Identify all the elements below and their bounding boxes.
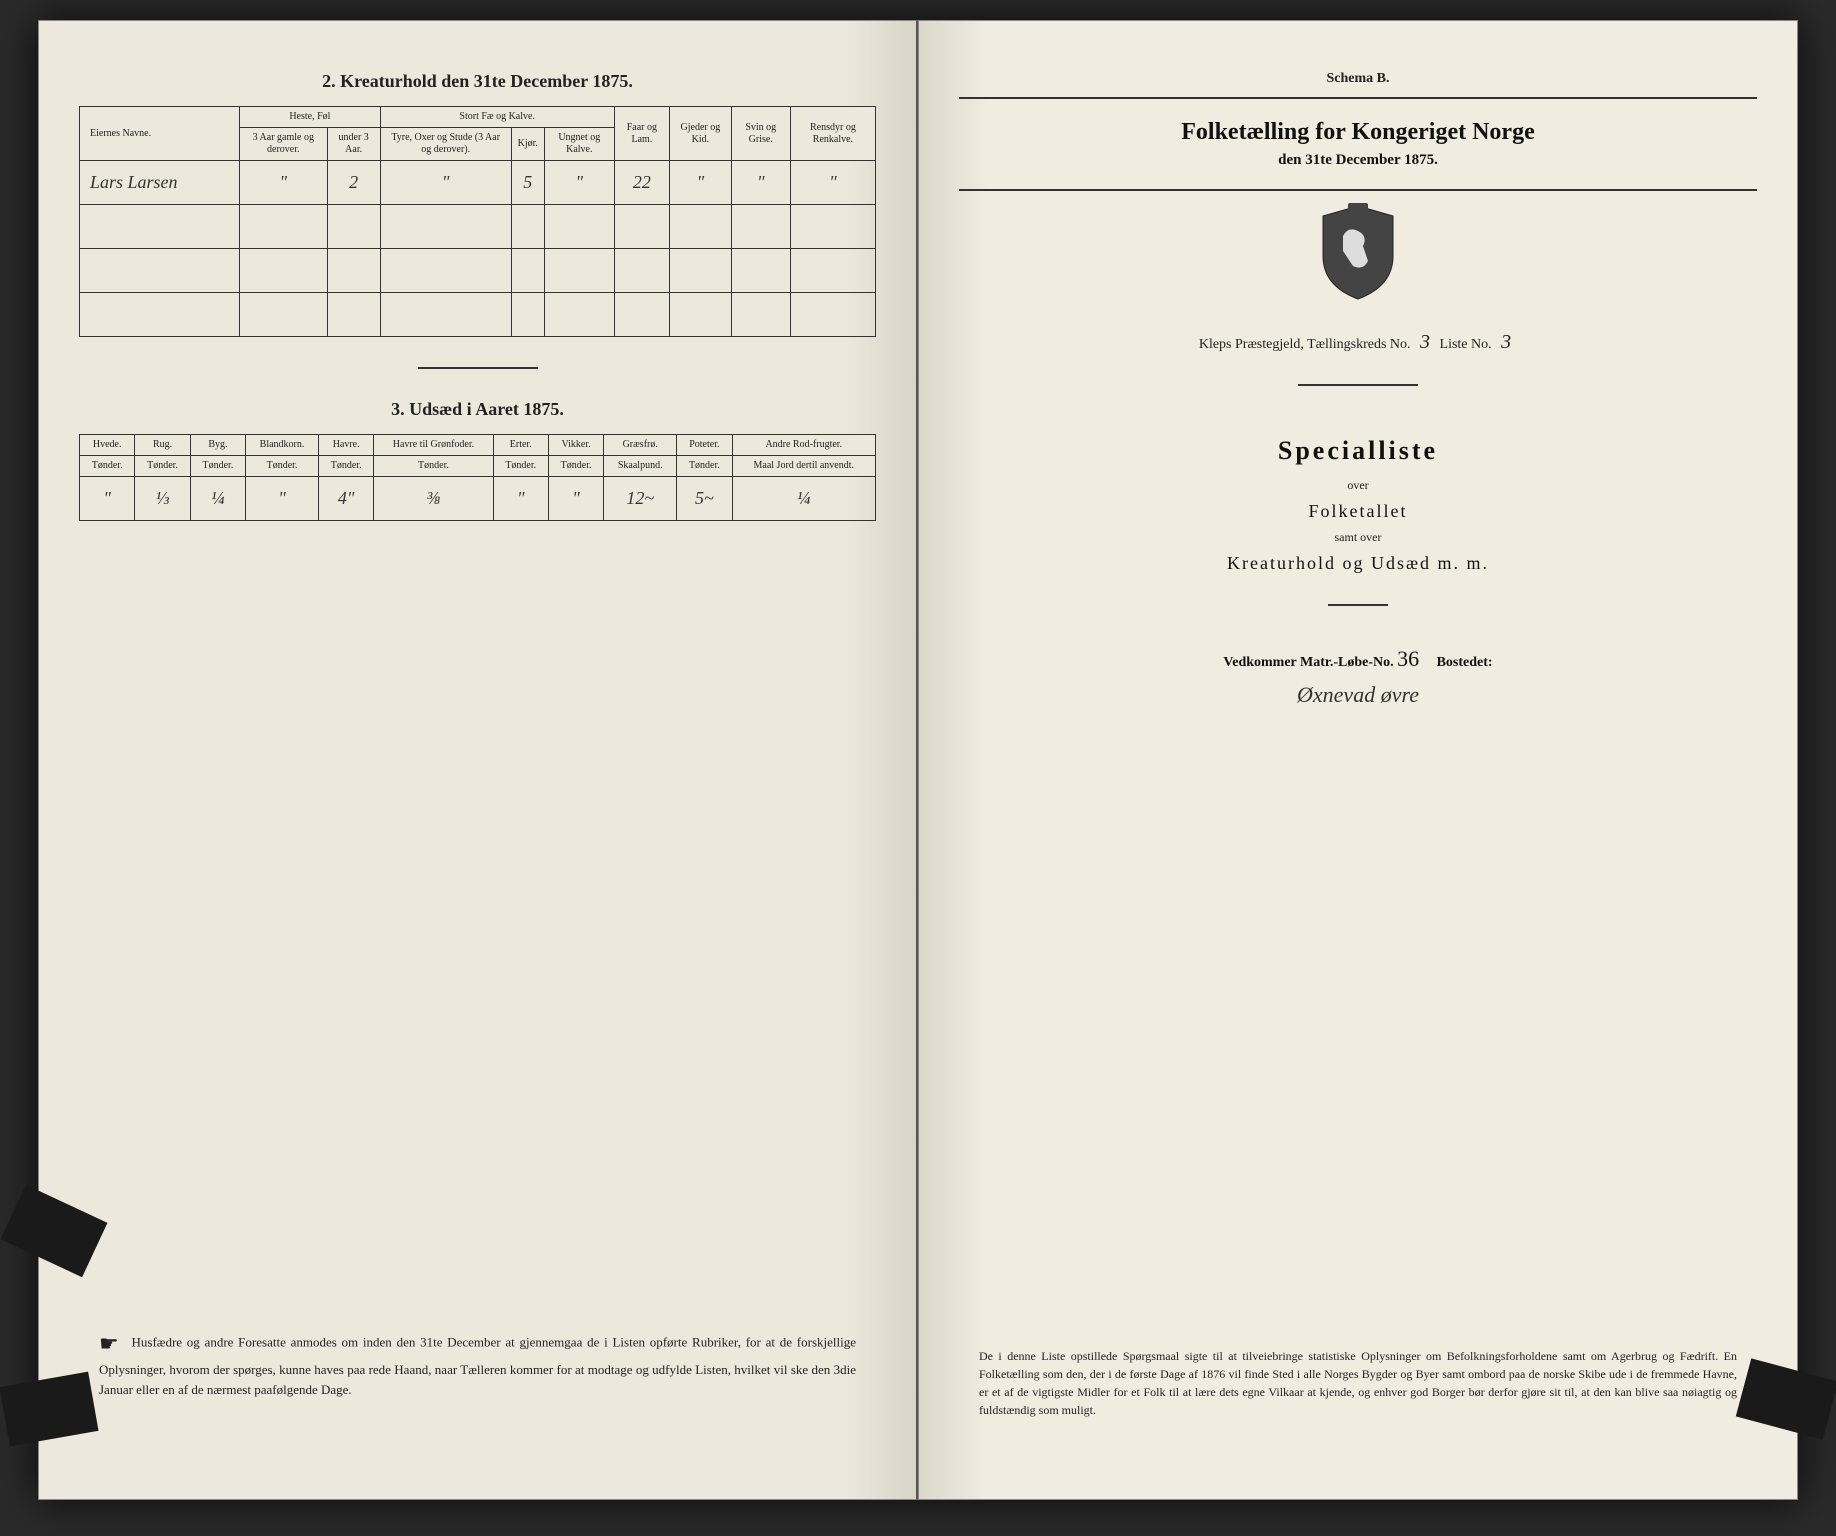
cell: "	[544, 161, 614, 205]
cell: ⅜	[374, 477, 493, 521]
left-page: 2. Kreaturhold den 31te December 1875. E…	[38, 20, 918, 1500]
section-separator	[1298, 384, 1418, 386]
schema-label: Schema B.	[959, 71, 1757, 87]
pointing-hand-icon: ☛	[99, 1327, 119, 1360]
title-box: Folketælling for Kongeriget Norge den 31…	[959, 97, 1757, 191]
unit: Tønder.	[493, 456, 548, 477]
col-gjeder: Gjeder og Kid.	[670, 107, 732, 161]
col-hvede: Hvede.	[80, 435, 135, 456]
liste-label: Liste No.	[1440, 337, 1492, 352]
col-stort-b: Kjør.	[511, 128, 544, 161]
col-faar: Faar og Lam.	[614, 107, 669, 161]
cell: "	[240, 161, 328, 205]
col-havre-gron: Havre til Grønfoder.	[374, 435, 493, 456]
col-eiernes-navne: Eiernes Navne.	[80, 107, 240, 161]
cell: "	[731, 161, 790, 205]
col-andre: Andre Rod-frugter.	[732, 435, 875, 456]
liste-number: 3	[1501, 331, 1511, 353]
over-label: over	[959, 478, 1757, 493]
col-vikker: Vikker.	[548, 435, 603, 456]
cell: 12~	[604, 477, 677, 521]
section-separator	[1328, 604, 1388, 606]
table-row: Lars Larsen " 2 " 5 " 22 " " "	[80, 161, 876, 205]
col-svin: Svin og Grise.	[731, 107, 790, 161]
cell: ¼	[190, 477, 245, 521]
section-separator	[418, 367, 538, 369]
cell: 5	[511, 161, 544, 205]
samt-over-label: samt over	[959, 530, 1757, 545]
cell: ¼	[732, 477, 875, 521]
col-heste: Heste, Føl	[240, 107, 381, 128]
unit: Tønder.	[246, 456, 319, 477]
cell: 4"	[318, 477, 373, 521]
table-row	[80, 205, 876, 249]
footnote-text: Husfædre og andre Foresatte anmodes om i…	[99, 1334, 856, 1396]
section-3-title: 3. Udsæd i Aaret 1875.	[79, 399, 876, 420]
col-heste-a: 3 Aar gamle og derover.	[240, 128, 328, 161]
bosted-value: Øxnevad øvre	[959, 682, 1757, 708]
unit: Skaalpund.	[604, 456, 677, 477]
cell-name: Lars Larsen	[80, 161, 240, 205]
unit: Tønder.	[374, 456, 493, 477]
unit: Tønder.	[135, 456, 190, 477]
cell: 2	[327, 161, 380, 205]
unit: Tønder.	[548, 456, 603, 477]
cell: 5~	[677, 477, 732, 521]
col-ren: Rensdyr og Renkalve.	[790, 107, 875, 161]
coat-of-arms-icon	[1313, 201, 1403, 301]
cell: "	[670, 161, 732, 205]
col-bland: Blandkorn.	[246, 435, 319, 456]
matr-number: 36	[1397, 646, 1419, 671]
col-poteter: Poteter.	[677, 435, 732, 456]
census-date: den 31te December 1875.	[959, 152, 1757, 169]
seed-table: Hvede. Rug. Byg. Blandkorn. Havre. Havre…	[79, 434, 876, 521]
table-row	[80, 249, 876, 293]
col-rug: Rug.	[135, 435, 190, 456]
cell: 22	[614, 161, 669, 205]
cell: "	[80, 477, 135, 521]
col-erter: Erter.	[493, 435, 548, 456]
cell: ⅓	[135, 477, 190, 521]
table-row	[80, 293, 876, 337]
specialliste-title: Specialliste	[959, 436, 1757, 466]
clip-holder	[1736, 1358, 1836, 1439]
document-spread: 2. Kreaturhold den 31te December 1875. E…	[38, 20, 1798, 1500]
cell: "	[246, 477, 319, 521]
right-footnote: De i denne Liste opstillede Spørgsmaal s…	[979, 1347, 1737, 1419]
district-prefix: Kleps Præstegjeld, Tællingskreds No.	[1199, 337, 1411, 352]
cell: "	[790, 161, 875, 205]
col-stort-a: Tyre, Oxer og Stude (3 Aar og derover).	[380, 128, 511, 161]
census-title: Folketælling for Kongeriget Norge	[959, 119, 1757, 146]
cell: "	[380, 161, 511, 205]
clip-holder	[0, 1372, 99, 1447]
col-stort-c: Ungnet og Kalve.	[544, 128, 614, 161]
col-stort: Stort Fæ og Kalve.	[380, 107, 614, 128]
matr-label: Vedkommer Matr.-Løbe-No.	[1223, 655, 1393, 670]
unit: Tønder.	[190, 456, 245, 477]
unit: Maal Jord dertil anvendt.	[732, 456, 875, 477]
right-page: Schema B. Folketælling for Kongeriget No…	[918, 20, 1798, 1500]
livestock-table: Eiernes Navne. Heste, Føl Stort Fæ og Ka…	[79, 106, 876, 337]
left-footnote: ☛ Husfædre og andre Foresatte anmodes om…	[99, 1327, 856, 1399]
folketallet: Folketallet	[959, 501, 1757, 522]
bosted-label: Bostedet:	[1437, 655, 1493, 670]
unit: Tønder.	[677, 456, 732, 477]
district-line: Kleps Præstegjeld, Tællingskreds No. 3 L…	[959, 331, 1757, 354]
col-byg: Byg.	[190, 435, 245, 456]
clip-holder	[1, 1185, 108, 1277]
unit: Tønder.	[80, 456, 135, 477]
district-number: 3	[1420, 331, 1430, 353]
cell: "	[493, 477, 548, 521]
col-graes: Græsfrø.	[604, 435, 677, 456]
unit: Tønder.	[318, 456, 373, 477]
section-2-title: 2. Kreaturhold den 31te December 1875.	[79, 71, 876, 92]
matr-line: Vedkommer Matr.-Løbe-No. 36 Bostedet:	[959, 646, 1757, 672]
table-row: " ⅓ ¼ " 4" ⅜ " " 12~ 5~ ¼	[80, 477, 876, 521]
col-heste-b: under 3 Aar.	[327, 128, 380, 161]
cell: "	[548, 477, 603, 521]
col-havre: Havre.	[318, 435, 373, 456]
kreaturhold: Kreaturhold og Udsæd m. m.	[959, 553, 1757, 574]
